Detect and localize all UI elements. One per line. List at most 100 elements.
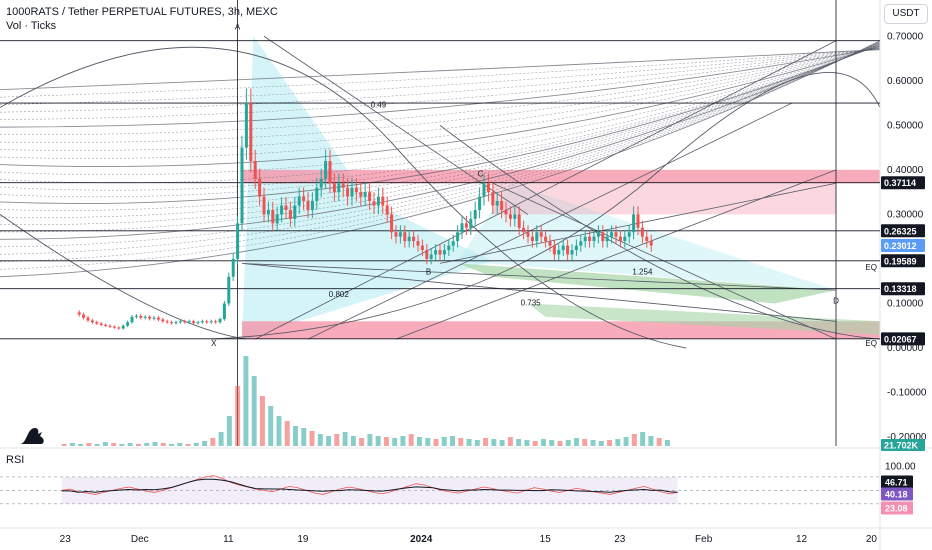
tradingview-logo-icon xyxy=(20,428,44,444)
x-tick-label: 15 xyxy=(540,534,552,545)
candle-body xyxy=(478,196,482,210)
currency-unit-button[interactable]: USDT xyxy=(884,4,928,24)
candle-body xyxy=(649,241,653,246)
trend-line xyxy=(241,263,837,322)
volume-bar xyxy=(144,443,150,446)
candle-body xyxy=(288,209,292,219)
volume-bar xyxy=(367,434,373,446)
volume-tag-label: 21.702K xyxy=(884,441,919,451)
candles-layer xyxy=(77,88,653,330)
candle-body xyxy=(482,183,486,197)
candle-body xyxy=(319,178,323,188)
candle-body xyxy=(284,205,288,210)
candle-body xyxy=(280,205,284,215)
candle-body xyxy=(161,319,165,322)
candle-body xyxy=(363,192,367,197)
candle-body xyxy=(77,312,81,315)
y-tick-label: 0.40000 xyxy=(887,165,924,176)
candle-body xyxy=(535,232,539,242)
candle-body xyxy=(214,321,218,323)
y-tick-label: -0.10000 xyxy=(887,388,927,399)
candle-body xyxy=(464,223,468,228)
fan-arc xyxy=(0,46,881,143)
volume-bar xyxy=(474,440,480,446)
fan-arc xyxy=(0,41,881,263)
candle-body xyxy=(266,209,270,215)
price-tag-label: 0.23012 xyxy=(884,241,917,251)
candle-body xyxy=(504,209,508,215)
fan-arc xyxy=(0,43,881,205)
volume-bar xyxy=(623,437,629,446)
fan-arc xyxy=(0,45,881,175)
volume-bar xyxy=(458,438,464,446)
volume-bar xyxy=(160,443,166,446)
candle-body xyxy=(249,103,253,161)
x-axis[interactable]: 23 Dec 11 19 2024 15 23 Feb 12 20 xyxy=(60,534,878,545)
volume-bar xyxy=(507,437,513,446)
candle-body xyxy=(368,192,372,202)
ratio-label: 0.49 xyxy=(371,101,387,110)
volume-bar xyxy=(590,440,596,446)
volume-bar xyxy=(284,421,290,446)
candle-body xyxy=(346,187,350,197)
rsi-indicator-label[interactable]: RSI xyxy=(6,454,25,466)
volume-bar xyxy=(532,441,538,446)
candle-body xyxy=(156,317,160,320)
volume-bar xyxy=(565,440,571,446)
volume-bar xyxy=(640,432,646,446)
fan-arc xyxy=(0,43,881,211)
candle-body xyxy=(170,322,174,324)
volume-bar xyxy=(342,432,348,446)
x-tick-label: 23 xyxy=(614,534,626,545)
volume-bar xyxy=(664,440,670,446)
fan-arc xyxy=(0,47,881,135)
volume-bar xyxy=(656,438,662,446)
candle-body xyxy=(354,187,358,193)
candle-body xyxy=(152,317,156,319)
candle-body xyxy=(372,201,376,206)
candle-body xyxy=(165,321,169,323)
volume-bar xyxy=(268,406,274,446)
candle-body xyxy=(416,241,420,246)
chart-title[interactable]: 1000RATS / Tether PERPETUAL FUTURES, 3h,… xyxy=(6,6,278,18)
volume-bar xyxy=(450,436,456,446)
candle-body xyxy=(200,321,204,323)
ratio-label: 0.735 xyxy=(521,299,542,308)
volume-bar xyxy=(243,356,249,446)
geometry-layer xyxy=(0,35,881,349)
volume-bar xyxy=(259,396,265,446)
ratio-label: 1.254 xyxy=(632,268,653,277)
volume-bar xyxy=(516,439,522,446)
volume-bar xyxy=(119,444,125,446)
candle-body xyxy=(557,250,561,255)
large-arc xyxy=(0,46,687,349)
candle-body xyxy=(174,322,178,324)
candle-body xyxy=(244,103,248,148)
volume-bar xyxy=(276,416,282,446)
fan-arc xyxy=(0,45,881,184)
fan-arc xyxy=(0,44,881,198)
fan-arc xyxy=(0,41,881,255)
candle-body xyxy=(469,218,473,228)
candle-body xyxy=(588,236,592,242)
candle-body xyxy=(143,316,147,318)
price-tag xyxy=(881,332,925,346)
volume-bar xyxy=(648,436,654,446)
volume-bar xyxy=(383,437,389,446)
candle-body xyxy=(117,327,121,329)
volume-indicator-label[interactable]: Vol · Ticks xyxy=(6,20,57,32)
volume-bar xyxy=(210,438,216,446)
lower-projection-zone xyxy=(528,303,880,335)
channel-zone xyxy=(492,183,836,215)
candle-body xyxy=(231,258,235,277)
fan-arc xyxy=(0,47,881,120)
candle-body xyxy=(561,245,565,251)
rsi-tag-label: 100.00 xyxy=(885,462,916,473)
y-tick-label: 0.50000 xyxy=(887,120,924,131)
volume-bar xyxy=(334,434,340,446)
volume-bar xyxy=(61,444,67,446)
candle-body xyxy=(297,196,301,206)
volume-bar xyxy=(491,439,497,446)
volume-bar xyxy=(557,441,563,446)
